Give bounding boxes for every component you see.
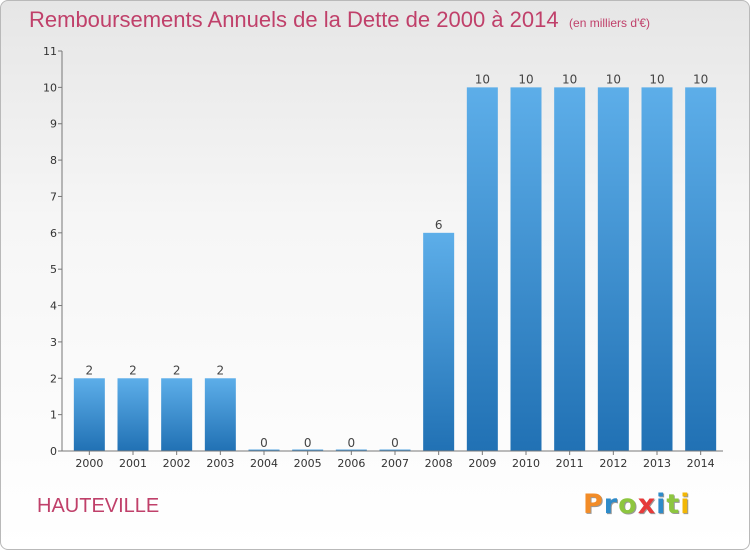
x-tick-label: 2009: [468, 457, 496, 470]
data-label: 2: [86, 363, 94, 377]
bar: [204, 378, 236, 451]
axes-group: 2000 2001 2002 2003 2004 2005 2006 2007 2008 2009…: [43, 45, 723, 470]
y-tick-label: 3: [50, 336, 57, 349]
chart-title-block: Remboursements Annuels de la Dette de 20…: [29, 7, 650, 33]
y-tick-label: 6: [50, 227, 57, 240]
bar: [641, 87, 673, 451]
x-tick-label: 2003: [206, 457, 234, 470]
x-tick-label: 2000: [75, 457, 103, 470]
bar: [335, 449, 367, 451]
bar: [117, 378, 149, 451]
y-tick-label: 4: [50, 300, 57, 313]
y-tick-label: 9: [50, 118, 57, 131]
chart-title: Remboursements Annuels de la Dette de 20…: [29, 7, 559, 32]
bar: [554, 87, 586, 451]
bars-group: [73, 87, 717, 451]
logo-letter: i: [680, 489, 691, 520]
x-tick-label: 2002: [163, 457, 191, 470]
x-tick-label: 2006: [337, 457, 365, 470]
bar: [161, 378, 193, 451]
chart-unit: (en milliers d'€): [569, 16, 651, 30]
y-tick-label: 8: [50, 154, 57, 167]
data-label: 10: [606, 72, 621, 86]
bar: [466, 87, 498, 451]
bar: [248, 449, 280, 451]
data-labels-group: 2 2 2 2 0 0 0 0 6 10 10 10 10 10 10: [86, 72, 709, 450]
proxiti-logo: Proxiti: [583, 489, 691, 520]
x-tick-label: 2004: [250, 457, 278, 470]
y-tick-label: 2: [50, 372, 57, 385]
logo-letter: o: [618, 489, 638, 520]
bar: [685, 87, 717, 451]
data-label: 2: [173, 363, 181, 377]
bar: [73, 378, 105, 451]
logo-letter: x: [637, 489, 657, 520]
logo-letter: P: [583, 489, 604, 520]
x-tick-label: 2011: [556, 457, 584, 470]
data-label: 0: [260, 436, 268, 450]
y-tick-label: 0: [50, 445, 57, 458]
x-tick-label: 2013: [643, 457, 671, 470]
y-tick-label: 10: [43, 81, 57, 94]
data-label: 10: [562, 72, 577, 86]
data-label: 10: [649, 72, 664, 86]
commune-name: HAUTEVILLE: [37, 495, 160, 517]
x-tick-label: 2012: [599, 457, 627, 470]
data-label: 0: [348, 436, 356, 450]
y-tick-label: 11: [43, 45, 57, 58]
bar: [379, 449, 411, 451]
y-tick-label: 5: [50, 263, 57, 276]
data-label: 10: [475, 72, 490, 86]
bar: [510, 87, 542, 451]
bar: [423, 232, 455, 451]
data-label: 2: [217, 363, 225, 377]
data-label: 0: [304, 436, 312, 450]
data-label: 10: [518, 72, 533, 86]
logo-letter: r: [603, 489, 619, 520]
x-tick-label: 2008: [425, 457, 453, 470]
logo-letter: i: [656, 489, 667, 520]
data-label: 2: [129, 363, 137, 377]
data-label: 10: [693, 72, 708, 86]
data-label: 6: [435, 218, 443, 232]
data-label: 0: [391, 436, 399, 450]
x-tick-label: 2007: [381, 457, 409, 470]
x-tick-label: 2014: [687, 457, 715, 470]
x-tick-label: 2010: [512, 457, 540, 470]
bar: [597, 87, 629, 451]
y-tick-label: 1: [50, 409, 57, 422]
y-tick-label: 7: [50, 190, 57, 203]
logo-letter: t: [666, 489, 681, 520]
x-tick-label: 2005: [294, 457, 322, 470]
bar: [292, 449, 324, 451]
x-tick-label: 2001: [119, 457, 147, 470]
